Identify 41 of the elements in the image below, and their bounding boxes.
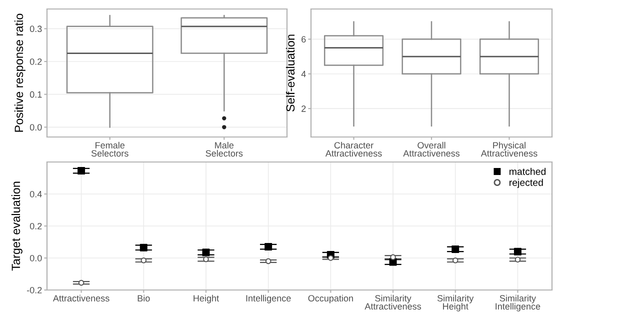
- x-tick-label: Female Selectors: [91, 142, 128, 157]
- x-tick-label: Occupation: [308, 294, 353, 304]
- y-tick-label: 0.0: [30, 254, 42, 262]
- point: [140, 258, 147, 264]
- x-tick-label: Intelligence: [246, 294, 291, 304]
- point: [514, 248, 522, 256]
- x-tick-label: Male Selectors: [206, 142, 243, 157]
- point: [265, 258, 272, 264]
- y-tick-label: 0.2: [30, 222, 42, 230]
- x-tick-label: Similarity Intelligence: [496, 294, 540, 312]
- y-tick-label: 0.4: [30, 190, 42, 198]
- x-tick-label: Attractiveness: [52, 294, 110, 302]
- y-tick-label: 0.1: [30, 91, 42, 98]
- point: [452, 245, 460, 253]
- x-tick-label: Bio: [138, 294, 150, 302]
- x-tick-label: Physical Attractiveness: [480, 142, 538, 157]
- point: [202, 248, 210, 256]
- point: [78, 167, 86, 175]
- x-tick-label: Similarity Attractiveness: [364, 294, 422, 310]
- legend-label: matched: [510, 168, 546, 175]
- point: [140, 244, 148, 252]
- y-axis-title: Target evaluation: [11, 182, 22, 271]
- point: [452, 258, 458, 264]
- point: [264, 243, 272, 251]
- y-tick-label: -0.2: [26, 286, 42, 294]
- x-tick-label: Character Attractiveness: [325, 142, 382, 157]
- y-tick-label: 4: [301, 70, 306, 78]
- point: [78, 280, 84, 286]
- x-tick-label: Height: [194, 294, 219, 304]
- y-tick-label: 0.2: [30, 58, 42, 65]
- point: [328, 255, 334, 261]
- x-tick-label: Similarity Height: [437, 294, 474, 312]
- legend-label: rejected: [510, 178, 543, 188]
- y-tick-label: 0.0: [30, 124, 42, 131]
- point: [514, 256, 521, 262]
- y-tick-label: 2: [302, 106, 306, 112]
- y-tick-label: 6: [302, 36, 306, 43]
- x-tick-label: Overall Attractiveness: [403, 142, 460, 157]
- y-axis-title: Positive response ratio: [14, 14, 26, 132]
- y-axis-title: Self-evaluation: [286, 34, 295, 112]
- y-tick-label: 0.3: [30, 26, 42, 32]
